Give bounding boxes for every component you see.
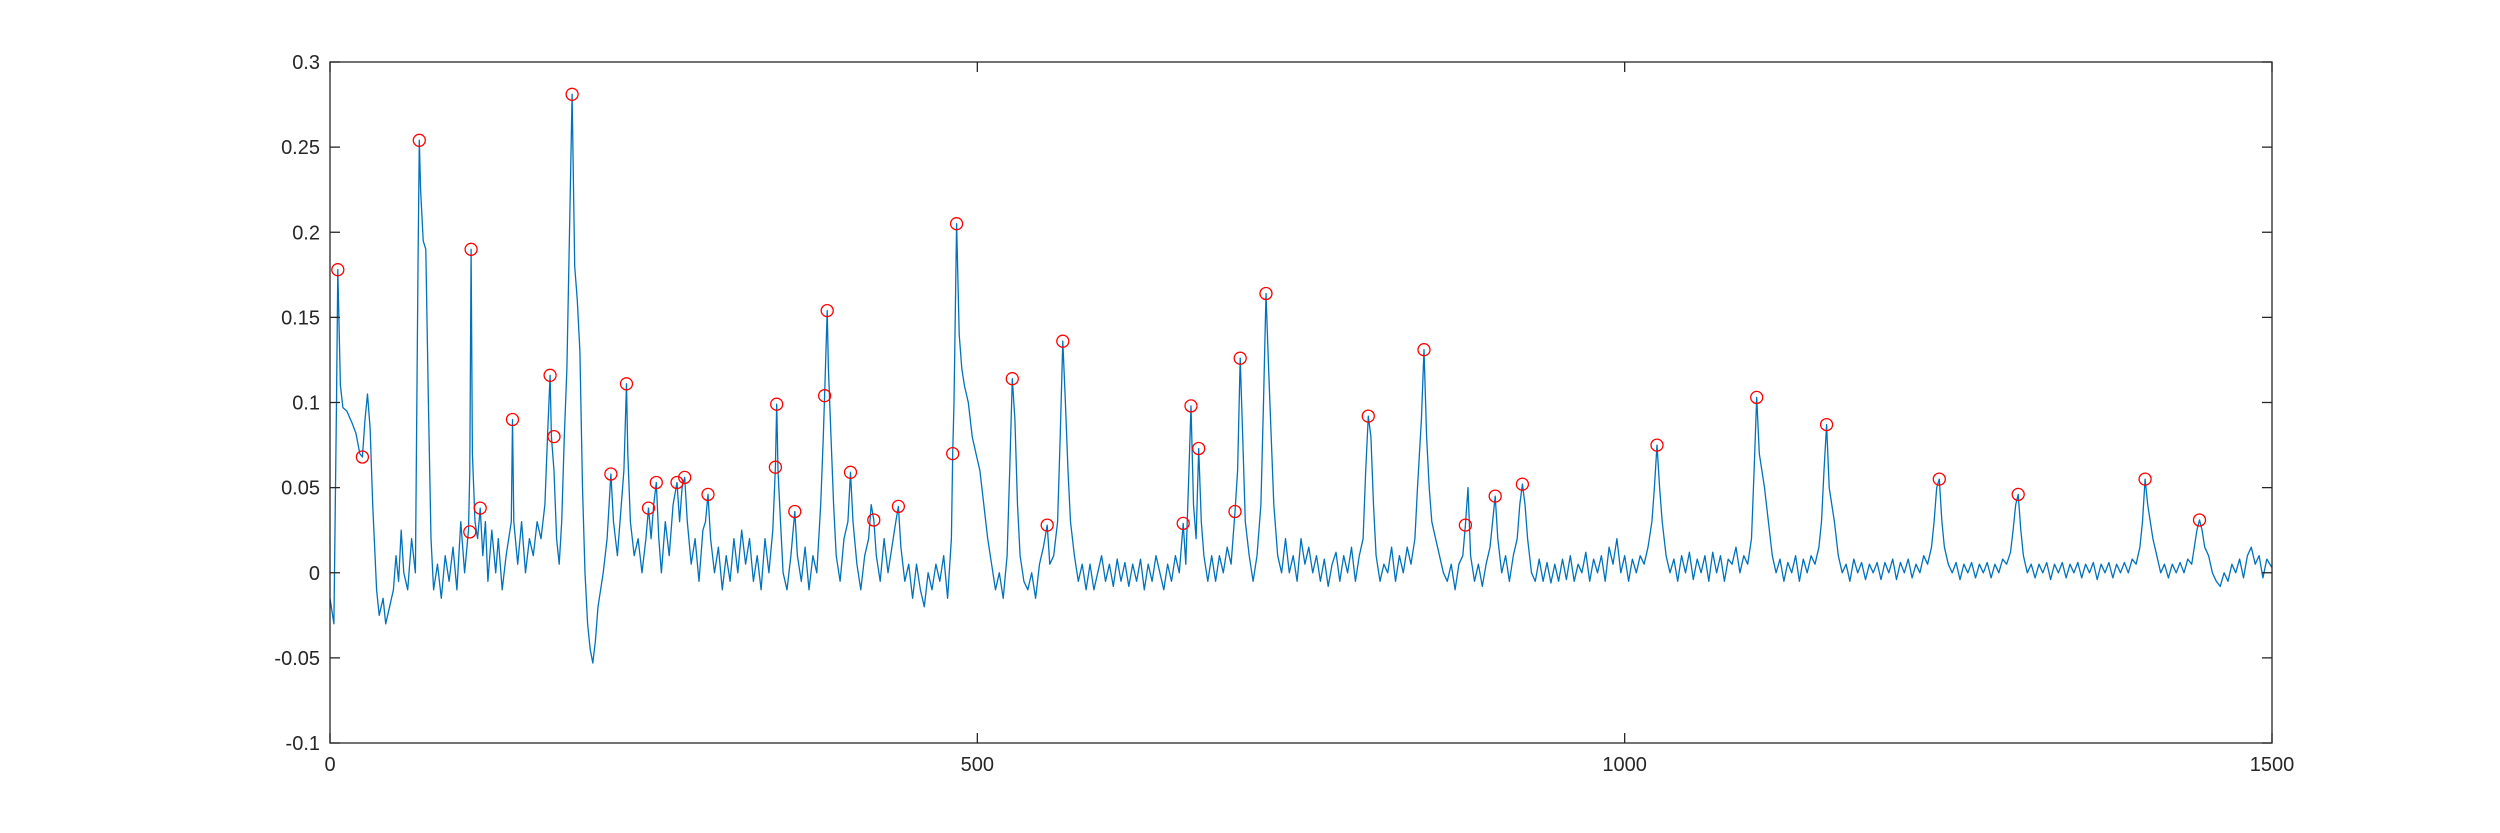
peak-marker bbox=[1005, 372, 1019, 386]
peak-marker bbox=[1259, 286, 1273, 301]
y-tick-label: 0.25 bbox=[281, 137, 320, 159]
peak-marker bbox=[641, 501, 656, 515]
peak-marker bbox=[412, 133, 426, 147]
peak-marker bbox=[1458, 518, 1473, 532]
peak-marker bbox=[1750, 390, 1764, 405]
peak-marker bbox=[1488, 489, 1502, 503]
peak-marker bbox=[843, 465, 858, 479]
axis-ticks bbox=[329, 61, 2273, 744]
x-tick-label: 500 bbox=[961, 754, 994, 776]
peak-marker bbox=[565, 87, 579, 101]
peak-marker bbox=[1184, 399, 1198, 413]
y-tick-label: 0 bbox=[309, 563, 320, 585]
peak-marker bbox=[547, 429, 561, 444]
peak-marker bbox=[949, 217, 964, 231]
peak-marker bbox=[1932, 472, 1946, 486]
peak-marker bbox=[1233, 351, 1247, 365]
peak-marker bbox=[505, 412, 520, 427]
peak-marker bbox=[946, 446, 960, 461]
peak-marker bbox=[891, 499, 906, 514]
y-tick-label: 0.15 bbox=[281, 307, 320, 329]
peak-marker bbox=[649, 475, 663, 490]
peak-marker bbox=[768, 460, 783, 474]
peak-marker bbox=[1192, 441, 1206, 456]
peak-marker bbox=[619, 377, 634, 391]
peak-marker bbox=[820, 303, 834, 318]
peak-marker bbox=[2011, 487, 2025, 502]
peak-marker bbox=[473, 501, 487, 515]
peak-marker bbox=[1228, 504, 1242, 519]
peak-marker bbox=[464, 242, 478, 256]
y-tick-label: 0.05 bbox=[281, 478, 320, 500]
peak-marker bbox=[1176, 516, 1190, 531]
peak-marker bbox=[701, 487, 715, 502]
y-tick-label: -0.1 bbox=[286, 733, 320, 755]
y-tick-label: 0.1 bbox=[292, 393, 320, 415]
peak-marker bbox=[543, 368, 557, 382]
y-tick-label: -0.05 bbox=[274, 648, 320, 670]
y-tick-label: 0.2 bbox=[292, 222, 320, 244]
x-tick-label: 1500 bbox=[2250, 754, 2295, 776]
peak-marker bbox=[331, 263, 345, 277]
plot-content bbox=[329, 87, 2273, 664]
signal-line bbox=[329, 93, 2273, 664]
x-tick-label: 0 bbox=[324, 754, 335, 776]
y-tick-label: 0.3 bbox=[292, 52, 320, 74]
peak-marker bbox=[2138, 472, 2152, 486]
x-axis-tick-labels: 0 500 1000 1500 bbox=[324, 754, 2294, 776]
peak-marker bbox=[678, 470, 692, 485]
peak-marker bbox=[788, 504, 802, 519]
x-tick-label: 1000 bbox=[1602, 754, 1647, 776]
peak-marker bbox=[2192, 513, 2207, 527]
peak-marker bbox=[817, 389, 832, 403]
peak-marker bbox=[867, 513, 881, 527]
peak-marker bbox=[463, 525, 477, 539]
peak-marker bbox=[1819, 417, 1834, 432]
peak-marker bbox=[1361, 409, 1375, 423]
peak-marker bbox=[1056, 334, 1070, 348]
peak-marker bbox=[770, 397, 784, 411]
y-axis-tick-labels: -0.1 -0.05 0 0.05 0.1 0.15 0.2 0.25 0.3 bbox=[274, 52, 320, 755]
peak-marker bbox=[1040, 518, 1054, 532]
peak-marker bbox=[1515, 477, 1530, 491]
peak-marker bbox=[355, 450, 370, 464]
peak-marker bbox=[604, 467, 618, 481]
peak-marker bbox=[1417, 343, 1431, 357]
peak-marker bbox=[1650, 438, 1664, 452]
